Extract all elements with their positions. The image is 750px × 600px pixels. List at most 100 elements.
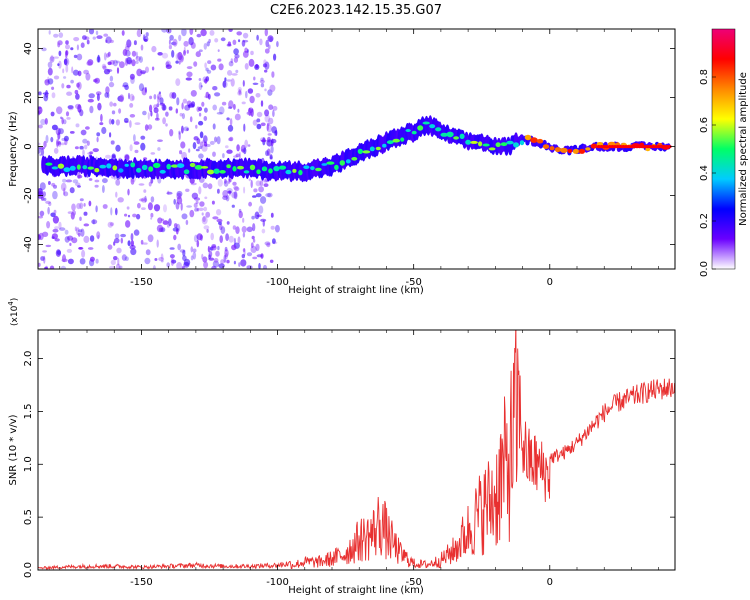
ridge-core (226, 164, 231, 169)
noise-blob (153, 204, 161, 212)
noise-blob (179, 54, 184, 63)
noise-blob (130, 248, 137, 256)
noise-blob (38, 234, 41, 241)
ridge-core (57, 163, 65, 169)
x-tick-label: -100 (266, 577, 289, 588)
noise-blob (215, 250, 220, 257)
noise-blob (162, 104, 167, 111)
noise-blob (251, 215, 255, 220)
noise-blob (261, 228, 266, 234)
noise-blob (269, 259, 274, 263)
noise-blob (198, 153, 204, 159)
ridge-core (495, 142, 501, 148)
noise-blob (259, 79, 265, 84)
ridge-core (572, 148, 580, 154)
noise-blob (75, 123, 80, 128)
noise-blob (158, 227, 164, 233)
noise-blob (143, 36, 149, 42)
noise-blob (147, 202, 153, 211)
noise-blob (245, 90, 248, 99)
noise-blob (171, 50, 175, 58)
noise-blob (127, 214, 131, 218)
noise-blob (109, 265, 116, 269)
noise-blob (82, 138, 88, 144)
ridge-core (417, 125, 424, 131)
noise-blob (78, 247, 83, 250)
noise-blob (92, 219, 95, 225)
noise-blob (144, 38, 148, 42)
noise-blob (189, 177, 195, 184)
noise-blob (80, 129, 87, 136)
noise-blob (260, 139, 267, 143)
ridge-core (536, 138, 544, 144)
noise-blob (127, 240, 131, 247)
noise-blob (63, 58, 68, 65)
noise-blob (179, 249, 186, 253)
noise-blob (129, 244, 136, 250)
noise-blob (115, 119, 120, 126)
noise-blob (199, 141, 204, 148)
noise-blob (63, 76, 67, 79)
ridge-core (351, 157, 358, 161)
ridge-core (243, 170, 250, 174)
ridge-core (513, 142, 519, 148)
noise-blob (198, 186, 202, 195)
noise-blob (193, 234, 199, 243)
noise-blob (87, 98, 94, 103)
ridge-core (213, 168, 220, 174)
ridge-core (334, 164, 339, 171)
noise-blob (176, 196, 183, 205)
noise-blob (176, 228, 179, 235)
noise-blob (131, 59, 136, 67)
noise-blob (207, 183, 213, 190)
noise-blob (159, 97, 164, 105)
noise-blob (246, 265, 253, 269)
noise-blob (56, 138, 60, 147)
ridge-core (141, 164, 148, 171)
colorbar-frame (711, 28, 736, 270)
noise-blob (82, 149, 85, 157)
noise-blob (242, 248, 246, 253)
noise-blob (109, 101, 114, 107)
noise-blob (116, 67, 120, 74)
noise-blob (153, 107, 159, 114)
noise-blob (271, 71, 275, 78)
ridge-core (112, 165, 118, 171)
noise-blob (142, 110, 147, 116)
ridge-core (118, 168, 124, 173)
noise-blob (149, 95, 153, 100)
noise-blob (102, 185, 105, 193)
noise-blob (169, 129, 174, 137)
noise-blob (198, 120, 204, 126)
noise-blob (54, 226, 60, 230)
noise-blob (114, 233, 120, 239)
noise-blob (234, 113, 241, 121)
noise-blob (229, 136, 234, 142)
noise-blob (107, 69, 113, 72)
noise-blob (38, 106, 43, 115)
noise-blob (119, 61, 125, 69)
noise-blob (199, 201, 205, 207)
noise-blob (251, 235, 255, 240)
noise-blob (95, 30, 99, 35)
noise-blob (57, 63, 60, 66)
noise-blob (57, 40, 63, 46)
ridge-core (549, 146, 555, 151)
ridge-peak (629, 145, 634, 149)
noise-blob (248, 178, 251, 182)
noise-blob (102, 65, 107, 70)
ridge-core (405, 129, 411, 132)
noise-blob (163, 204, 167, 213)
noise-blob (56, 250, 62, 256)
noise-blob (38, 262, 41, 267)
noise-blob (150, 196, 155, 203)
noise-blob (51, 236, 55, 240)
noise-blob (249, 95, 255, 104)
noise-blob (52, 190, 58, 200)
spectrogram-y-ticks: -40 -20 0 20 40 (23, 42, 675, 253)
noise-blob (238, 151, 241, 161)
noise-blob (264, 241, 271, 246)
noise-blob (42, 250, 47, 253)
noise-blob (207, 245, 210, 253)
noise-blob (96, 132, 101, 137)
